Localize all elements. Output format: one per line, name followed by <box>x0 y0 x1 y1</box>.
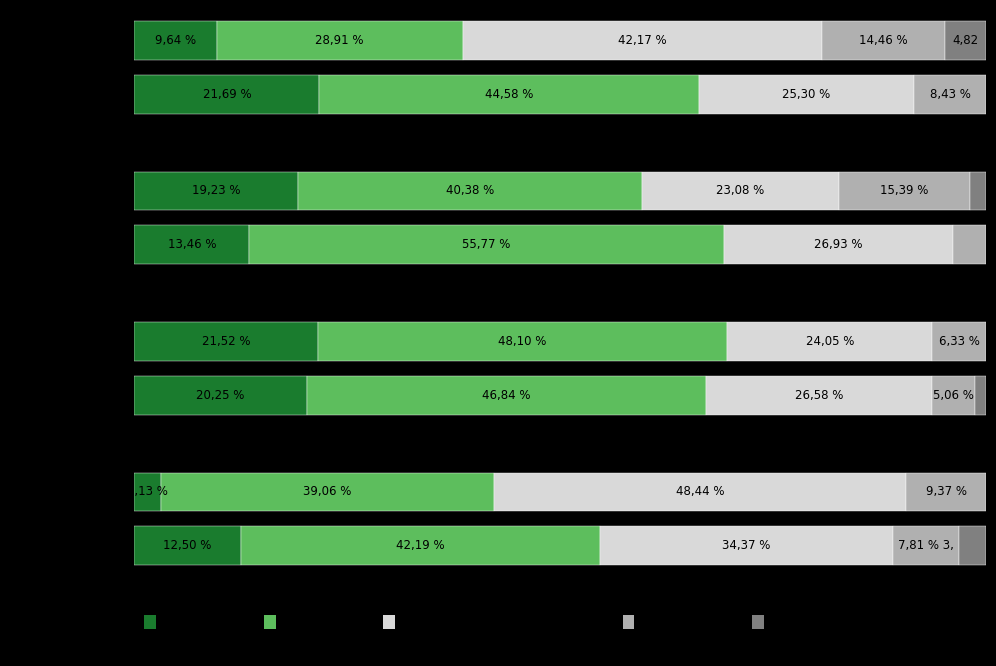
Text: 40,38 %: 40,38 % <box>446 184 494 197</box>
Bar <box>318 322 727 361</box>
Text: 14,46 %: 14,46 % <box>860 34 907 47</box>
Bar <box>307 376 706 414</box>
Text: 19,23 %: 19,23 % <box>192 184 241 197</box>
Bar <box>241 526 601 565</box>
Text: 39,06 %: 39,06 % <box>303 486 352 498</box>
Bar <box>319 75 699 113</box>
Bar <box>494 473 906 511</box>
Text: 6,33 %: 6,33 % <box>938 335 979 348</box>
Text: 13,46 %: 13,46 % <box>167 238 216 251</box>
Bar <box>892 526 959 565</box>
Bar <box>134 75 319 113</box>
Bar <box>906 473 986 511</box>
Text: 12,50 %: 12,50 % <box>163 539 212 552</box>
Text: 5,06 %: 5,06 % <box>933 389 974 402</box>
Text: 48,44 %: 48,44 % <box>675 486 724 498</box>
Bar <box>699 75 914 113</box>
Bar <box>216 21 463 60</box>
Bar <box>134 172 298 210</box>
Text: 15,39 %: 15,39 % <box>880 184 928 197</box>
Text: 4,82: 4,82 <box>952 34 979 47</box>
Bar <box>914 75 986 113</box>
Bar <box>724 225 953 264</box>
Bar <box>134 473 161 511</box>
Bar <box>822 21 945 60</box>
Bar <box>959 526 986 565</box>
Bar <box>298 172 642 210</box>
Text: 21,52 %: 21,52 % <box>202 335 250 348</box>
Text: 9,64 %: 9,64 % <box>155 34 196 47</box>
Bar <box>134 225 249 264</box>
Text: 55,77 %: 55,77 % <box>462 238 511 251</box>
Text: 48,10 %: 48,10 % <box>498 335 547 348</box>
Text: 7,81 % 3,: 7,81 % 3, <box>898 539 954 552</box>
Bar <box>727 322 932 361</box>
Text: 26,58 %: 26,58 % <box>795 389 844 402</box>
Bar <box>134 526 241 565</box>
Text: 23,08 %: 23,08 % <box>716 184 765 197</box>
Text: 25,30 %: 25,30 % <box>783 88 831 101</box>
Bar <box>970 172 986 210</box>
Text: 42,17 %: 42,17 % <box>618 34 666 47</box>
Text: 28,91 %: 28,91 % <box>316 34 364 47</box>
Text: 8,43 %: 8,43 % <box>929 88 970 101</box>
Bar <box>134 376 307 414</box>
Bar <box>642 172 839 210</box>
Text: 34,37 %: 34,37 % <box>722 539 771 552</box>
Bar <box>134 322 318 361</box>
Bar <box>839 172 970 210</box>
Text: 46,84 %: 46,84 % <box>482 389 531 402</box>
Bar <box>932 322 986 361</box>
Bar <box>945 21 986 60</box>
Text: 20,25 %: 20,25 % <box>196 389 245 402</box>
Text: 3,13 %: 3,13 % <box>127 486 168 498</box>
Bar <box>463 21 822 60</box>
Bar <box>161 473 494 511</box>
Text: 9,37 %: 9,37 % <box>925 486 967 498</box>
Text: 21,69 %: 21,69 % <box>202 88 251 101</box>
Text: 24,05 %: 24,05 % <box>806 335 854 348</box>
Bar <box>706 376 932 414</box>
Bar <box>932 376 975 414</box>
Text: 44,58 %: 44,58 % <box>485 88 533 101</box>
Text: 42,19 %: 42,19 % <box>396 539 445 552</box>
Text: 26,93 %: 26,93 % <box>815 238 863 251</box>
Bar <box>249 225 724 264</box>
Bar <box>134 21 216 60</box>
Bar <box>601 526 892 565</box>
Bar <box>975 376 986 414</box>
Bar <box>953 225 986 264</box>
